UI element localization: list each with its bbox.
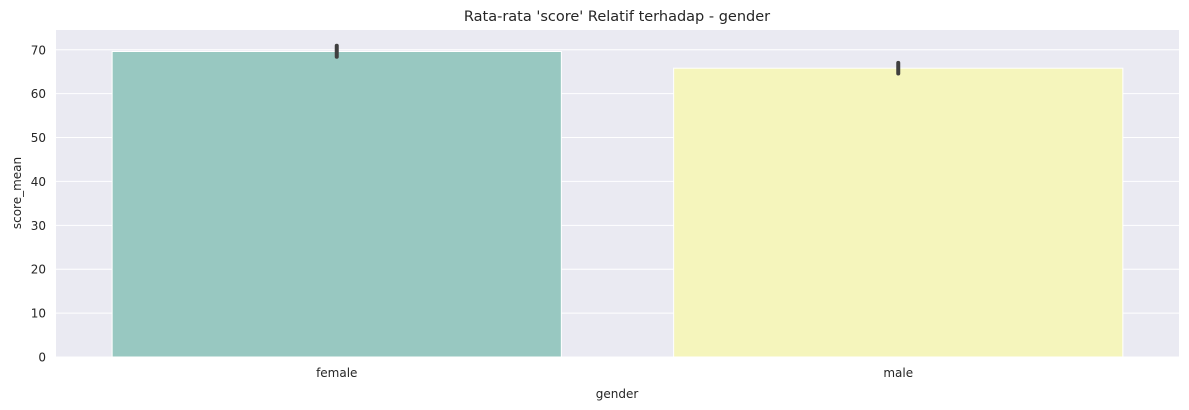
y-tick-label: 70 bbox=[31, 43, 46, 57]
y-axis-ticks: 0 10 20 30 40 50 60 70 bbox=[31, 43, 46, 364]
y-axis-label: score_mean bbox=[10, 157, 24, 229]
y-tick-label: 40 bbox=[31, 175, 46, 189]
y-tick-label: 50 bbox=[31, 131, 46, 145]
y-tick-label: 20 bbox=[31, 263, 46, 277]
x-axis-ticks: female male bbox=[316, 366, 913, 380]
y-tick-label: 10 bbox=[31, 307, 46, 321]
y-tick-label: 60 bbox=[31, 87, 46, 101]
bars bbox=[111, 51, 1124, 358]
bar-male bbox=[673, 67, 1124, 358]
bar-female bbox=[111, 51, 562, 358]
x-tick-label: male bbox=[883, 366, 913, 380]
chart-title: Rata-rata 'score' Relatif terhadap - gen… bbox=[464, 9, 770, 25]
x-axis-label: gender bbox=[596, 387, 639, 401]
error-bars bbox=[334, 43, 901, 76]
x-tick-label: female bbox=[316, 366, 357, 380]
y-tick-label: 30 bbox=[31, 219, 46, 233]
y-tick-label: 0 bbox=[38, 351, 46, 365]
